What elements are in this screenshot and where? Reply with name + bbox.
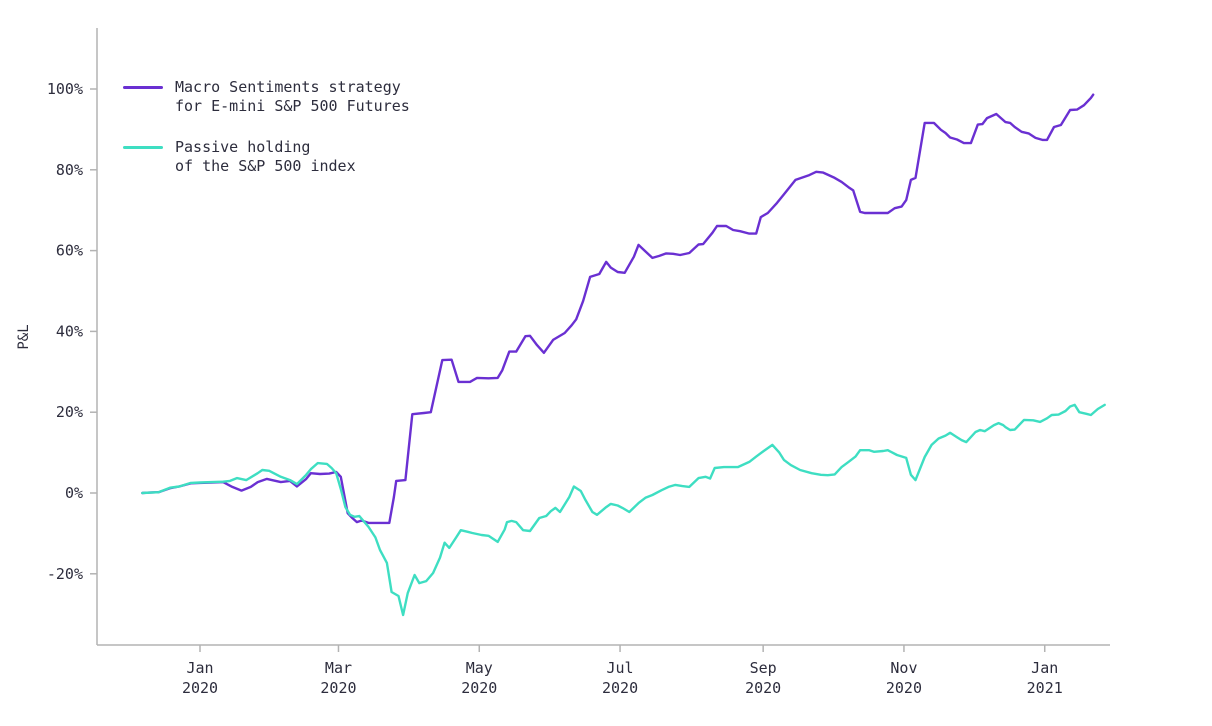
passive-line <box>141 403 1106 617</box>
strategy-line-swatch <box>123 86 163 89</box>
x-tick-year-label: 2020 <box>182 679 218 697</box>
x-tick-month-label: Sep <box>750 659 777 677</box>
y-tick-label: 0% <box>65 484 83 502</box>
x-tick-year-label: 2020 <box>602 679 638 697</box>
y-tick-label: 40% <box>56 322 83 340</box>
x-tick-year-label: 2020 <box>461 679 497 697</box>
y-tick-label: 100% <box>47 80 83 98</box>
x-tick-month-label: Jan <box>1031 659 1058 677</box>
y-tick-label: 20% <box>56 403 83 421</box>
legend: Macro Sentiments strategy for E-mini S&P… <box>123 78 410 176</box>
y-tick-label: 60% <box>56 242 83 260</box>
y-tick-label: -20% <box>47 565 83 583</box>
x-tick-month-label: Mar <box>325 659 352 677</box>
x-tick-year-label: 2020 <box>886 679 922 697</box>
x-tick-month-label: Jul <box>607 659 634 677</box>
y-axis-title: P&L <box>16 324 32 349</box>
x-tick-month-label: May <box>466 659 493 677</box>
x-tick-month-label: Jan <box>186 659 213 677</box>
passive-line-swatch <box>123 146 163 149</box>
y-tick-label: 80% <box>56 161 83 179</box>
legend-label-passive: Passive holding of the S&P 500 index <box>175 138 356 175</box>
legend-label-strategy: Macro Sentiments strategy for E-mini S&P… <box>175 78 410 115</box>
x-tick-year-label: 2020 <box>320 679 356 697</box>
legend-item-passive: Passive holding of the S&P 500 index <box>123 138 410 176</box>
x-tick-month-label: Nov <box>890 659 917 677</box>
x-tick-year-label: 2020 <box>745 679 781 697</box>
x-tick-year-label: 2021 <box>1027 679 1063 697</box>
legend-item-strategy: Macro Sentiments strategy for E-mini S&P… <box>123 78 410 116</box>
